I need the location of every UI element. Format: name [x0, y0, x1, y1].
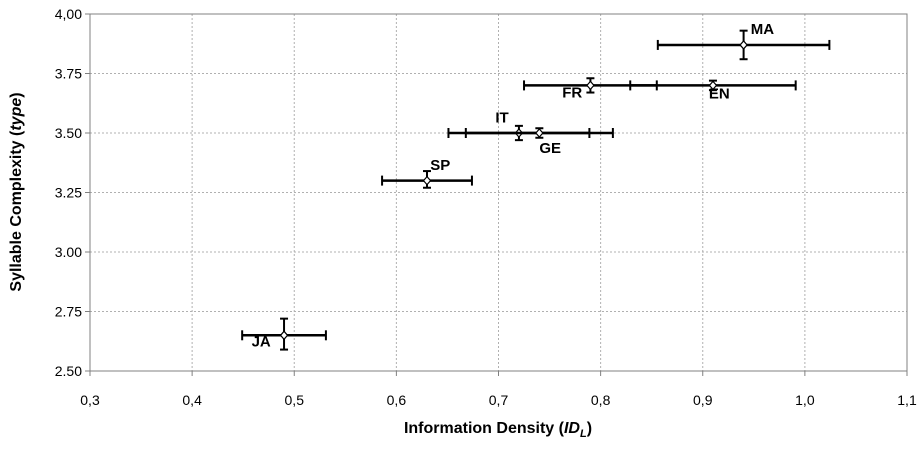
data-point-ma: MA	[656, 21, 831, 61]
point-marker	[586, 80, 595, 91]
data-point-fr: FR	[523, 77, 658, 101]
point-label: FR	[562, 84, 582, 101]
y-axis-title-main: Syllable Complexity (	[8, 130, 25, 292]
point-label: IT	[495, 109, 508, 126]
point-label: GE	[539, 140, 561, 157]
data-point-ge: GE	[464, 127, 614, 157]
x-tick-label: 0,4	[182, 392, 202, 408]
y-axis-tick-labels: 2.50 2.75 3.00 3.25 3.50 3.75 4,00	[55, 6, 90, 379]
point-marker	[708, 80, 718, 91]
x-axis-tick-labels: 0,3 0,4 0,5 0,6 0,7 0,8 0,9 1,0 1,1	[80, 371, 917, 408]
x-tick-label: 0,5	[285, 392, 305, 408]
y-axis-title-end: )	[8, 92, 25, 97]
x-tick-label: 0,7	[489, 392, 509, 408]
y-tick-label: 2.50	[55, 363, 82, 379]
y-axis-title: Syllable Complexity (type)	[8, 92, 25, 291]
point-marker	[535, 128, 544, 138]
x-axis-title: Information Density (IDL)	[404, 420, 592, 440]
point-marker	[422, 175, 432, 186]
y-axis-title-italic: type	[8, 98, 25, 131]
x-axis-title-italic: ID	[564, 420, 580, 437]
data-point-en: EN	[629, 79, 797, 102]
x-tick-label: 0,8	[591, 392, 611, 408]
point-label: MA	[751, 21, 774, 38]
x-axis-title-main: Information Density (	[404, 420, 565, 437]
x-axis-title-end: )	[587, 420, 592, 437]
x-tick-label: 1,0	[795, 392, 815, 408]
point-label: EN	[709, 85, 730, 102]
grid-lines	[90, 14, 907, 371]
x-tick-label: 1,1	[897, 392, 917, 408]
y-tick-label: 2.75	[55, 304, 82, 320]
data-point-it: IT	[447, 109, 591, 142]
point-marker	[739, 40, 748, 50]
y-tick-label: 3.50	[55, 125, 82, 141]
x-tick-label: 0,9	[693, 392, 713, 408]
y-tick-label: 3.25	[55, 185, 82, 201]
y-tick-label: 4,00	[55, 6, 82, 22]
point-label: SP	[430, 157, 450, 174]
data-series: JA SP IT GE FR EN MA	[241, 21, 831, 351]
data-point-ja: JA	[241, 317, 327, 351]
point-label: JA	[252, 333, 271, 350]
x-axis-title-subscript: L	[580, 428, 587, 440]
y-tick-label: 3.00	[55, 244, 82, 260]
point-marker	[279, 330, 289, 341]
x-tick-label: 0,6	[387, 392, 407, 408]
x-tick-label: 0,3	[80, 392, 100, 408]
y-tick-label: 3.75	[55, 66, 82, 82]
data-point-sp: SP	[381, 157, 473, 189]
